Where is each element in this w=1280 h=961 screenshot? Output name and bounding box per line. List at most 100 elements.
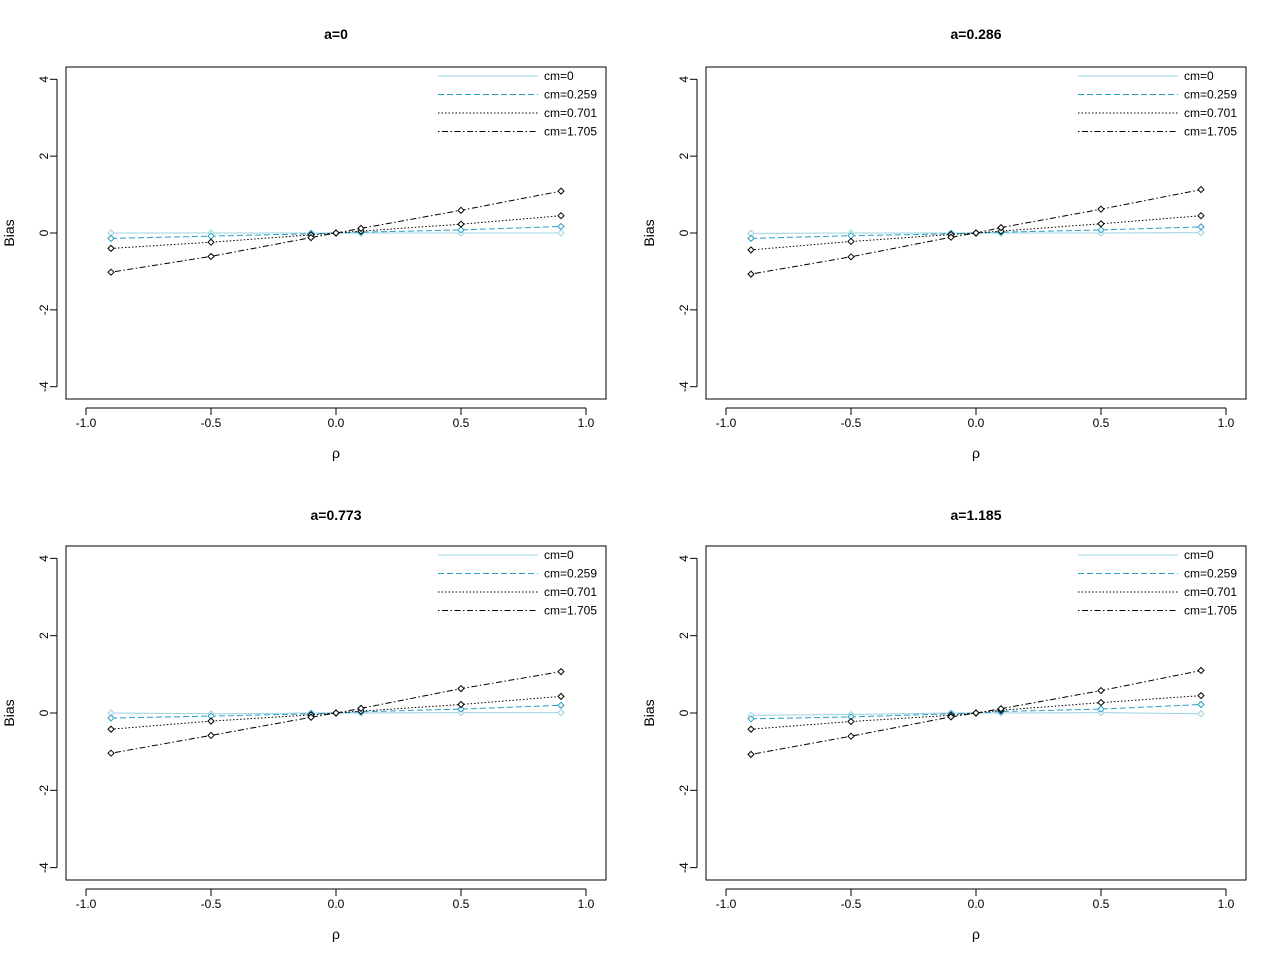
data-point: [307, 233, 315, 242]
data-point: [557, 667, 565, 676]
x-tick-label: 0.5: [1093, 897, 1110, 911]
legend-label: cm=1.705: [1184, 604, 1237, 618]
x-tick-label: 0.5: [1093, 416, 1110, 430]
legend-label: cm=0.701: [544, 106, 597, 120]
y-tick-label: -2: [37, 785, 51, 796]
x-axis-label: ρ: [332, 926, 340, 942]
legend-label: cm=0: [1184, 69, 1214, 83]
data-point: [947, 233, 955, 241]
data-point: [847, 253, 855, 261]
data-point: [207, 731, 215, 740]
data-point: [847, 717, 855, 726]
x-tick-label: -1.0: [716, 416, 737, 430]
data-point: [1097, 226, 1105, 234]
chart-title: a=0.286: [951, 26, 1002, 42]
x-tick-label: 0.0: [968, 897, 985, 911]
x-tick-label: 0.0: [328, 416, 345, 430]
legend-label: cm=0: [1184, 548, 1214, 562]
y-tick-label: -2: [677, 785, 691, 796]
data-point: [457, 220, 465, 228]
data-point: [557, 701, 565, 709]
data-point: [1097, 220, 1105, 228]
data-point: [1197, 710, 1205, 718]
x-axis-label: ρ: [972, 445, 980, 461]
x-tick-label: -0.5: [841, 897, 862, 911]
data-point: [1197, 666, 1205, 675]
data-point: [557, 229, 565, 237]
data-point: [747, 246, 755, 254]
data-point: [557, 222, 565, 231]
data-point: [747, 270, 755, 278]
data-point: [107, 234, 115, 243]
legend-label: cm=1.705: [544, 125, 597, 139]
x-tick-label: -1.0: [76, 416, 97, 430]
data-point: [1197, 223, 1205, 231]
x-tick-label: 1.0: [578, 897, 595, 911]
data-point: [1197, 185, 1205, 194]
legend-label: cm=0.259: [1184, 88, 1237, 102]
panel-4: a=1.185 -1.0 -0.5 0.0 0.5 1.0 ρ -4 -2 0 2 4 Bias cm=0…: [641, 507, 1247, 942]
data-point: [357, 704, 365, 713]
plot-frame: [65, 545, 607, 881]
legend-label: cm=0.259: [544, 88, 597, 102]
x-tick-label: 0.0: [968, 416, 985, 430]
x-tick-label: -1.0: [716, 897, 737, 911]
y-tick-label: 4: [37, 76, 51, 83]
data-point: [1097, 698, 1105, 707]
data-point: [457, 705, 465, 713]
data-point: [947, 713, 955, 721]
y-tick-label: 2: [37, 152, 51, 159]
data-point: [207, 238, 215, 246]
data-point: [107, 725, 115, 733]
x-tick-label: -1.0: [76, 897, 97, 911]
data-point: [847, 237, 855, 246]
data-point: [557, 187, 565, 195]
data-point: [972, 709, 980, 717]
data-point: [747, 234, 755, 243]
y-tick-label: -4: [37, 381, 51, 392]
panel-1: a=0 -1.0 -0.5 0.0 0.5 1.0 ρ -4 -2 0 2 4 Bias cm=0 cm=0…: [1, 26, 607, 461]
data-point: [457, 684, 465, 693]
data-point: [557, 708, 565, 717]
x-tick-label: -0.5: [841, 416, 862, 430]
plot-frame: [705, 545, 1247, 881]
panel-2: a=0.286 -1.0 -0.5 0.0 0.5 1.0 ρ -4 -2 0 2 4 Bias cm=0…: [641, 26, 1247, 461]
data-point: [207, 252, 215, 261]
data-point: [1097, 686, 1105, 695]
data-point: [747, 715, 755, 723]
data-point: [1197, 212, 1205, 220]
y-tick-label: -4: [677, 381, 691, 392]
data-point: [972, 229, 980, 237]
y-tick-label: 0: [677, 229, 691, 236]
data-point: [1197, 700, 1205, 709]
legend-label: cm=0.701: [544, 585, 597, 599]
x-tick-label: 1.0: [578, 416, 595, 430]
y-tick-label: -2: [37, 304, 51, 315]
x-axis-label: ρ: [972, 926, 980, 942]
y-tick-label: 0: [37, 709, 51, 716]
y-tick-label: 2: [677, 632, 691, 639]
data-point: [332, 229, 340, 237]
data-point: [357, 224, 365, 233]
y-tick-label: 0: [677, 709, 691, 716]
x-tick-label: -0.5: [201, 416, 222, 430]
data-point: [747, 750, 755, 759]
data-point: [847, 732, 855, 740]
data-point: [1097, 705, 1105, 713]
data-point: [107, 244, 115, 253]
data-point: [457, 226, 465, 234]
data-point: [457, 700, 465, 709]
x-tick-label: 1.0: [1218, 416, 1235, 430]
y-tick-label: 4: [37, 555, 51, 562]
data-point: [107, 268, 115, 276]
legend-label: cm=0.259: [544, 567, 597, 581]
x-axis-label: ρ: [332, 445, 340, 461]
y-tick-label: -4: [677, 862, 691, 873]
data-point: [747, 725, 755, 733]
legend-label: cm=0.701: [1184, 106, 1237, 120]
data-point: [1197, 691, 1205, 700]
data-point: [1097, 205, 1105, 213]
y-axis-label: Bias: [1, 219, 17, 246]
x-tick-label: 0.5: [453, 897, 470, 911]
